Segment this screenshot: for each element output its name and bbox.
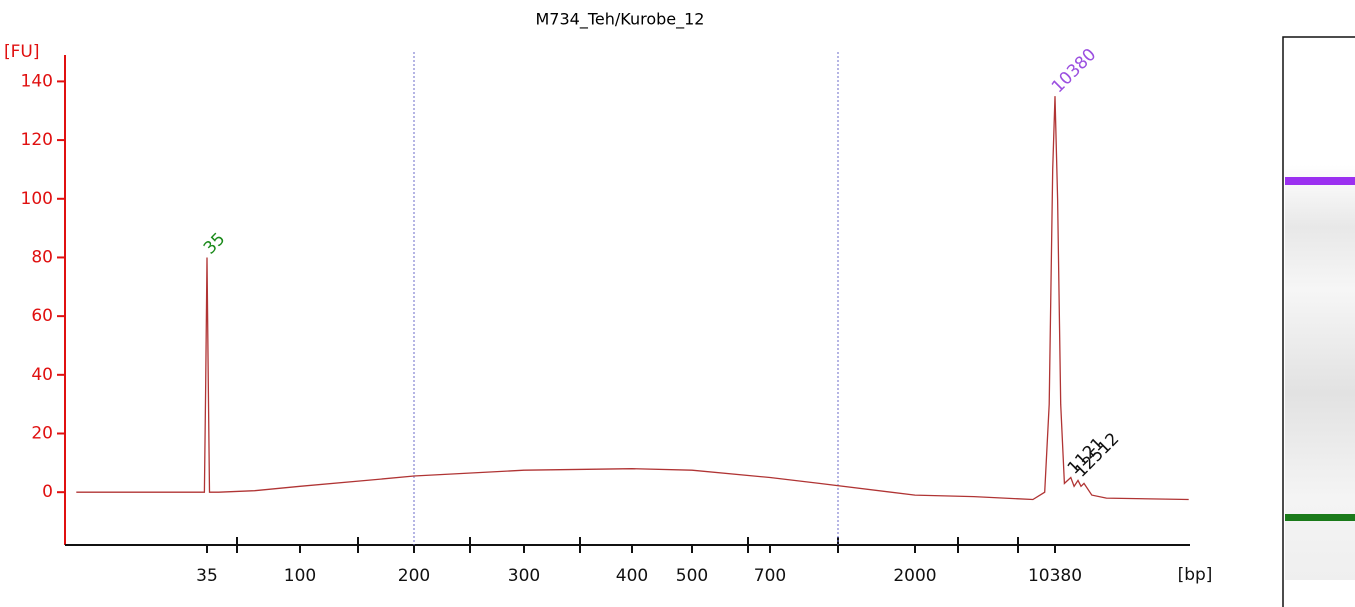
y-tick-label: 140: [21, 71, 53, 91]
y-tick-label: 60: [31, 306, 53, 326]
y-tick-label: 0: [42, 482, 53, 502]
y-tick-label: 40: [31, 365, 53, 385]
gel-band-lower: [1285, 514, 1355, 521]
x-tick-label: 35: [196, 566, 218, 586]
y-tick-label: 100: [21, 189, 53, 209]
x-tick-label: 200: [398, 566, 430, 586]
y-tick-label: 80: [31, 247, 53, 267]
peak-label: 35: [200, 229, 229, 258]
x-tick-label: 400: [616, 566, 648, 586]
x-tick-label: 500: [676, 566, 708, 586]
y-tick-label: 20: [31, 424, 53, 444]
y-axis-label: [FU]: [4, 42, 40, 62]
x-axis-label: [bp]: [1178, 565, 1213, 585]
y-tick-label: 120: [21, 130, 53, 150]
chart-title: M734_Teh/Kurobe_12: [536, 10, 705, 30]
gel-background: [1285, 165, 1355, 580]
x-tick-label: 2000: [893, 566, 936, 586]
peak-label: 10380: [1048, 45, 1100, 97]
gel-lane: [1282, 36, 1355, 607]
gel-band-upper: [1285, 177, 1355, 185]
trace-line: [76, 96, 1189, 501]
x-tick-label: 10380: [1028, 566, 1082, 586]
x-tick-label: 100: [284, 566, 316, 586]
x-tick-label: 700: [754, 566, 786, 586]
x-tick-label: 300: [508, 566, 540, 586]
